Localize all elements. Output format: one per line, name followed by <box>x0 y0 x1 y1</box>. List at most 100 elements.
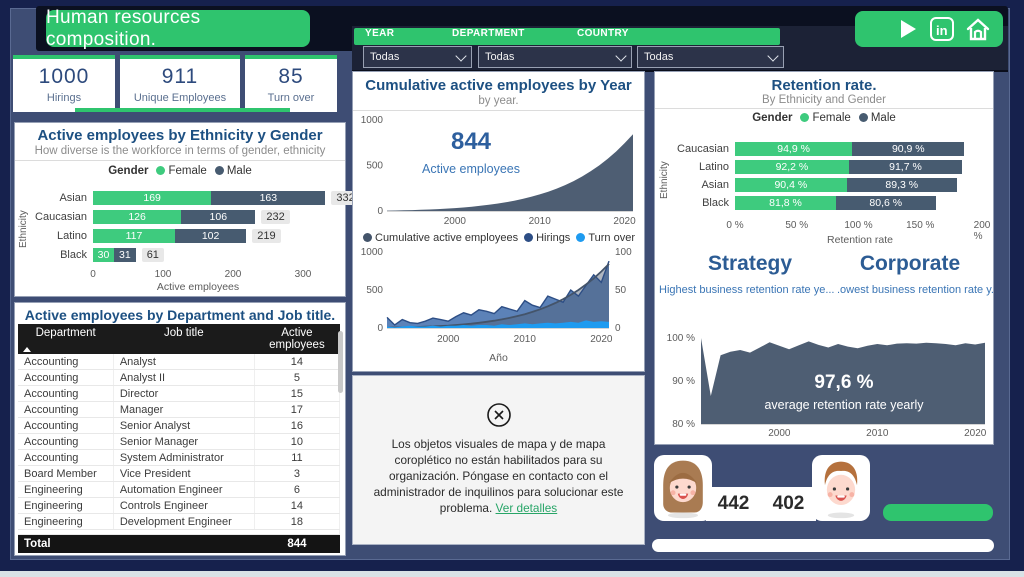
male-card <box>812 455 870 521</box>
table-row[interactable]: Accounting Senior Manager 10 <box>18 433 341 450</box>
female-bar-segment[interactable]: 90,4 % <box>735 178 847 192</box>
bottom-scrollbar[interactable] <box>652 539 994 552</box>
bar-row[interactable]: Asian 169 163 332 <box>23 191 360 205</box>
bar-row[interactable]: Caucasian 126 106 232 <box>23 210 339 224</box>
bar-row[interactable]: Caucasian 94,9 % 90,9 % <box>663 142 987 156</box>
country-filter-value: Todas <box>644 51 674 63</box>
retention-bar-chart: Caucasian 94,9 % 90,9 % Latino 92,2 % 91,7 % A… <box>663 142 987 218</box>
panel-subtitle: How diverse is the workforce in terms of… <box>34 145 326 157</box>
male-bar-segment[interactable]: 31 <box>114 248 136 262</box>
ver-detalles-link[interactable]: Ver detalles <box>495 501 558 515</box>
female-bar-segment[interactable]: 30 <box>93 248 114 262</box>
retention-yearly-chart[interactable]: 80 % 90 % 100 % 2000 2010 2020 <box>655 318 993 442</box>
svg-text:2000: 2000 <box>444 216 467 227</box>
total-value: 844 <box>254 534 340 553</box>
table-row[interactable]: Accounting Analyst 14 <box>18 354 341 370</box>
country-filter-dropdown[interactable]: Todas <box>637 46 784 68</box>
male-bar-segment[interactable]: 163 <box>211 191 326 205</box>
column-header-department[interactable]: Department <box>18 324 114 354</box>
home-icon[interactable] <box>965 16 991 42</box>
female-bar-segment[interactable]: 92,2 % <box>735 160 849 174</box>
column-header-active-employees[interactable]: Active employees <box>254 324 340 354</box>
table-row[interactable]: Accounting Director 15 <box>18 385 341 402</box>
filter-label-country: COUNTRY <box>577 28 629 39</box>
total-label: 219 <box>252 229 281 243</box>
table-row[interactable]: Accounting Analyst II 5 <box>18 369 341 386</box>
bar-row[interactable]: Asian 90,4 % 89,3 % <box>663 178 987 192</box>
play-icon[interactable] <box>895 17 919 41</box>
female-bar-segment[interactable]: 126 <box>93 210 182 224</box>
table-scrollbar[interactable] <box>338 331 343 393</box>
male-dot-icon <box>858 113 868 122</box>
legend-item-female: Female <box>800 112 851 124</box>
table-row[interactable]: Engineering Automation Engineer 6 <box>18 481 341 498</box>
male-count: 402 <box>772 493 805 514</box>
action-button[interactable] <box>883 504 993 521</box>
table-row[interactable]: Accounting Senior Analyst 16 <box>18 417 341 434</box>
annotation-label: Active employees <box>422 162 520 176</box>
bar-row[interactable]: Black 81,8 % 80,6 % <box>663 196 987 210</box>
total-label: Total <box>18 534 114 553</box>
bar-row[interactable]: Latino 92,2 % 91,7 % <box>663 160 987 174</box>
error-circle-x-icon <box>487 403 511 427</box>
svg-text:2000: 2000 <box>437 334 460 345</box>
kpi-card-turn-over: 85 Turn over <box>245 55 337 112</box>
svg-text:90 %: 90 % <box>672 376 695 387</box>
year-filter-dropdown[interactable]: Todas <box>363 46 472 68</box>
hirings-turnover-chart[interactable]: 0 500 1000 0 50 100 2000 2010 2020 <box>361 248 638 348</box>
table-row[interactable]: Board Member Vice President 3 <box>18 465 341 482</box>
x-axis-ticks: 0 100 200 300 <box>90 269 312 280</box>
svg-text:2010: 2010 <box>529 216 552 227</box>
legend-title: Gender <box>752 112 793 124</box>
svg-text:0: 0 <box>377 323 383 334</box>
male-bar-segment[interactable]: 102 <box>174 229 247 243</box>
female-bar-segment[interactable]: 117 <box>93 229 175 243</box>
male-bar-segment[interactable]: 80,6 % <box>836 196 936 210</box>
bar-row[interactable]: Latino 117 102 219 <box>23 229 339 243</box>
filter-label-year: YEAR <box>365 28 395 39</box>
male-dot-icon <box>214 166 224 175</box>
linkedin-icon[interactable]: in <box>929 16 955 42</box>
column-header-job-title[interactable]: Job title <box>113 324 255 354</box>
kpi-value: 1000 <box>38 65 90 88</box>
legend-item: Turn over <box>576 232 635 244</box>
annotation-value: 844 <box>450 128 492 155</box>
kpi-card-unique-employees: 911 Unique Employees <box>120 55 240 112</box>
department-filter-dropdown[interactable]: Todas <box>478 46 632 68</box>
female-bar-segment[interactable]: 81,8 % <box>735 196 837 210</box>
cumulative-annotation: 844 Active employees <box>401 128 541 176</box>
page-title-text: Human resources composition. <box>46 6 201 50</box>
cumulative-area-chart[interactable]: 0 500 1000 2000 2010 2020 <box>361 112 638 230</box>
table-header-row: Department Job title Active employees <box>18 324 340 354</box>
corporate-subtitle: .owest business retention rate y... <box>837 284 993 296</box>
male-bar-segment[interactable]: 89,3 % <box>846 178 957 192</box>
panel-title: Retention rate. <box>771 77 877 94</box>
divider <box>655 108 993 109</box>
panel-title: Active employees by Ethnicity y Gender <box>37 127 323 144</box>
female-bar-segment[interactable]: 94,9 % <box>735 142 853 156</box>
female-face-icon <box>663 460 703 519</box>
male-bar-segment[interactable]: 90,9 % <box>852 142 965 156</box>
corporate-title: Corporate <box>859 252 961 275</box>
bar-row[interactable]: Black 30 31 61 <box>23 248 339 262</box>
chevron-down-icon <box>767 49 779 62</box>
page-title: Human resources composition. <box>46 7 310 50</box>
female-bar-segment[interactable]: 169 <box>93 191 212 205</box>
department-filter-value: Todas <box>485 51 515 63</box>
table-row[interactable]: Engineering Development Engineer 18 <box>18 513 341 530</box>
svg-text:2010: 2010 <box>514 334 537 345</box>
filter-label-department: DEPARTMENT <box>452 28 525 39</box>
svg-text:2020: 2020 <box>964 428 987 439</box>
svg-text:2010: 2010 <box>866 428 889 439</box>
table-row[interactable]: Accounting Manager 17 <box>18 401 341 418</box>
total-label: 61 <box>141 248 164 262</box>
table-row[interactable]: Accounting System Administrator 11 <box>18 449 341 466</box>
kpi-label: Turn over <box>267 92 315 104</box>
female-card <box>654 455 712 521</box>
male-bar-segment[interactable]: 106 <box>181 210 256 224</box>
department-table: Department Job title Active employees Ac… <box>18 324 341 553</box>
table-row[interactable]: Engineering Controls Engineer 14 <box>18 497 341 514</box>
gender-legend: Gender Female Male <box>15 165 345 177</box>
male-bar-segment[interactable]: 91,7 % <box>848 160 963 174</box>
